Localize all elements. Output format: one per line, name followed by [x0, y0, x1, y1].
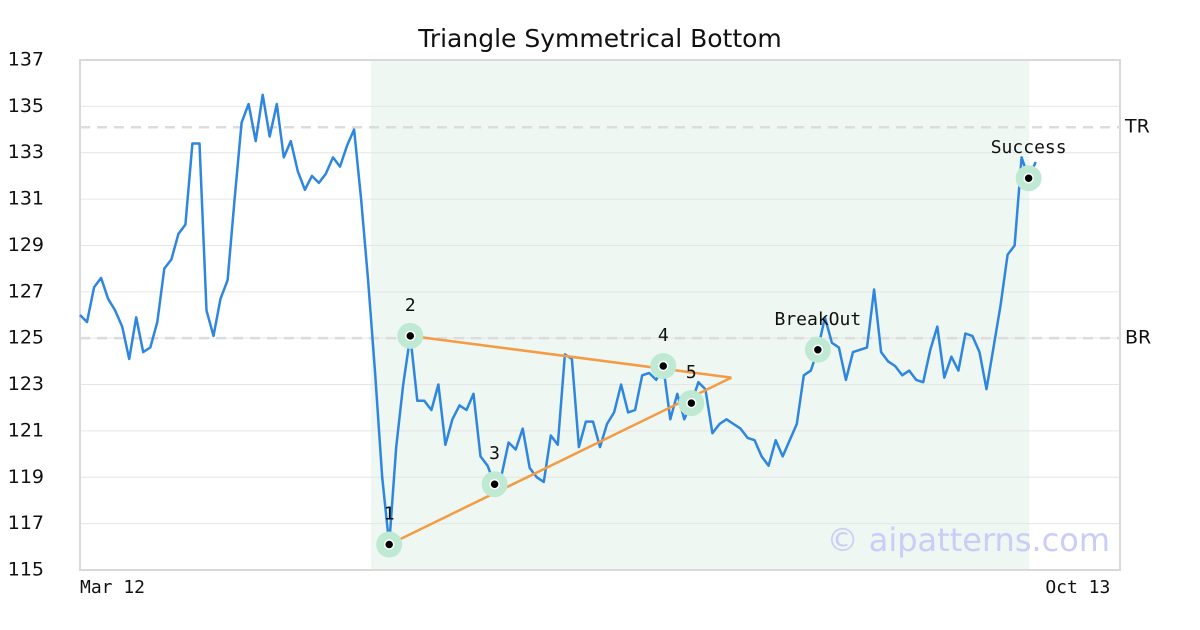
marker-dot — [405, 330, 416, 342]
chart-title: Triangle Symmetrical Bottom — [417, 24, 782, 53]
y-tick-label: 119 — [8, 466, 44, 488]
marker-label: 1 — [384, 504, 395, 525]
pattern-zone — [370, 60, 1030, 570]
level-label: BR — [1125, 327, 1151, 349]
marker-dot — [1023, 172, 1034, 184]
price-line — [79, 93, 1037, 546]
marker-dot — [686, 397, 697, 409]
y-tick-label: 135 — [8, 95, 44, 117]
level-label: TR — [1124, 116, 1150, 138]
y-tick-label: 129 — [8, 234, 44, 256]
y-tick-label: 137 — [8, 49, 44, 71]
y-tick-label: 125 — [8, 327, 44, 349]
marker-label: Success — [991, 137, 1067, 158]
marker-label: 4 — [658, 325, 669, 346]
triangle-line — [388, 376, 732, 546]
marker-dot — [383, 539, 395, 550]
y-tick-label: 127 — [8, 280, 44, 302]
y-tick-label: 133 — [8, 141, 44, 163]
marker-label: 2 — [405, 295, 416, 316]
marker-dot — [489, 478, 500, 490]
x-tick-label: Oct 13 — [1045, 577, 1110, 598]
y-tick-label: 121 — [8, 419, 44, 441]
x-tick-label: Mar 12 — [80, 577, 145, 598]
triangle-line — [410, 334, 732, 379]
marker-dot — [812, 344, 824, 356]
y-tick-label: 117 — [8, 512, 44, 534]
watermark: © aipatterns.com — [827, 521, 1110, 559]
marker-label: 5 — [686, 362, 697, 383]
y-tick-label: 131 — [8, 188, 44, 210]
y-tick-label: 115 — [8, 559, 44, 581]
marker-dot — [657, 360, 669, 372]
y-tick-label: 123 — [8, 373, 44, 395]
marker-label: BreakOut — [774, 309, 861, 330]
marker-label: 3 — [489, 443, 500, 464]
